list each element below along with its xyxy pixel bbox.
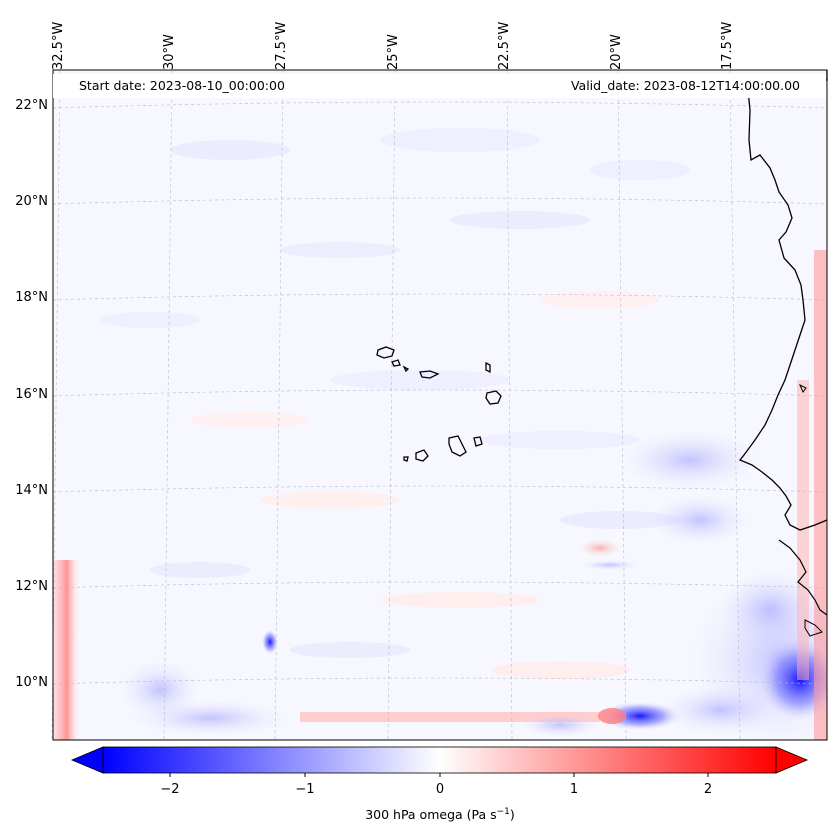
left-red-band	[53, 560, 81, 740]
right-red-band	[814, 250, 827, 740]
lat-label: 22°N	[15, 98, 48, 113]
bottom-red-band	[300, 712, 600, 722]
omega-field-texture	[100, 128, 760, 679]
date-info-bar: Start date: 2023-08-10_00:00:00 Valid_da…	[53, 74, 826, 98]
lat-label: 12°N	[15, 579, 48, 594]
start-date-text: Start date: 2023-08-10_00:00:00	[79, 78, 285, 93]
lat-label: 14°N	[15, 483, 48, 498]
lat-label: 18°N	[15, 290, 48, 305]
lat-label: 10°N	[15, 675, 48, 690]
cape-verde-islands	[376, 346, 502, 462]
colorbar-tick: 0	[435, 782, 445, 797]
colorbar-label: 300 hPa omega (Pa s−1)	[365, 807, 515, 823]
valid-date-text: Valid_date: 2023-08-12T14:00:00.00	[570, 78, 800, 93]
colorbar-tick: −2	[160, 782, 180, 797]
lat-label: 20°N	[15, 194, 48, 209]
map-frame	[52, 69, 828, 741]
colorbar	[70, 746, 809, 777]
colorbar-tick: −1	[295, 782, 315, 797]
colorbar-tick: 1	[569, 782, 579, 797]
graticule	[51, 69, 828, 741]
colorbar-tick: 2	[703, 782, 713, 797]
coastline	[738, 70, 828, 531]
lat-label: 16°N	[15, 387, 48, 402]
